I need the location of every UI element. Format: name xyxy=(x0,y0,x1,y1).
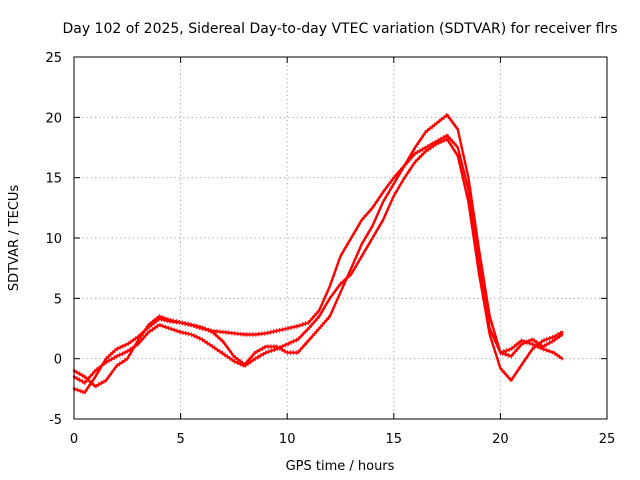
series-fuzz-arc-2-1 xyxy=(73,136,563,382)
x-tick-label: 15 xyxy=(386,432,403,447)
series-fuzz-arc-1-0 xyxy=(73,115,563,395)
x-tick-label: 25 xyxy=(599,432,616,447)
x-tick-label: 0 xyxy=(70,432,78,447)
series-fuzz-arc-2-0 xyxy=(73,140,563,386)
x-tick-label: 20 xyxy=(492,432,509,447)
grid-layer xyxy=(74,57,607,419)
series-fuzz-arc-1-1 xyxy=(73,112,563,392)
series-fuzz-arc-3-0 xyxy=(73,136,563,389)
tick-layer: 0 5 10 15 20 25 -5 0 5 10 15 20 25 xyxy=(45,51,615,447)
series-line-arc-2 xyxy=(72,137,564,384)
y-tick-label: 0 xyxy=(54,353,62,368)
y-tick-label: -5 xyxy=(49,413,62,428)
chart-title: Day 102 of 2025, Sidereal Day-to-day VTE… xyxy=(62,21,617,37)
series-line-arc-3 xyxy=(72,134,564,388)
series-fuzz-arc-3-1 xyxy=(73,132,563,386)
y-tick-label: 25 xyxy=(45,51,62,66)
x-tick-label: 5 xyxy=(176,432,184,447)
y-tick-label: 20 xyxy=(45,111,62,126)
x-tick-label: 10 xyxy=(279,432,296,447)
x-axis-label: GPS time / hours xyxy=(286,459,395,474)
y-axis-label: SDTVAR / TECUs xyxy=(7,185,22,292)
y-tick-label: 10 xyxy=(45,232,62,247)
y-tick-label: 5 xyxy=(54,292,62,307)
series-layer xyxy=(72,112,564,395)
series-line-arc-1 xyxy=(72,113,564,394)
y-tick-label: 15 xyxy=(45,172,62,187)
